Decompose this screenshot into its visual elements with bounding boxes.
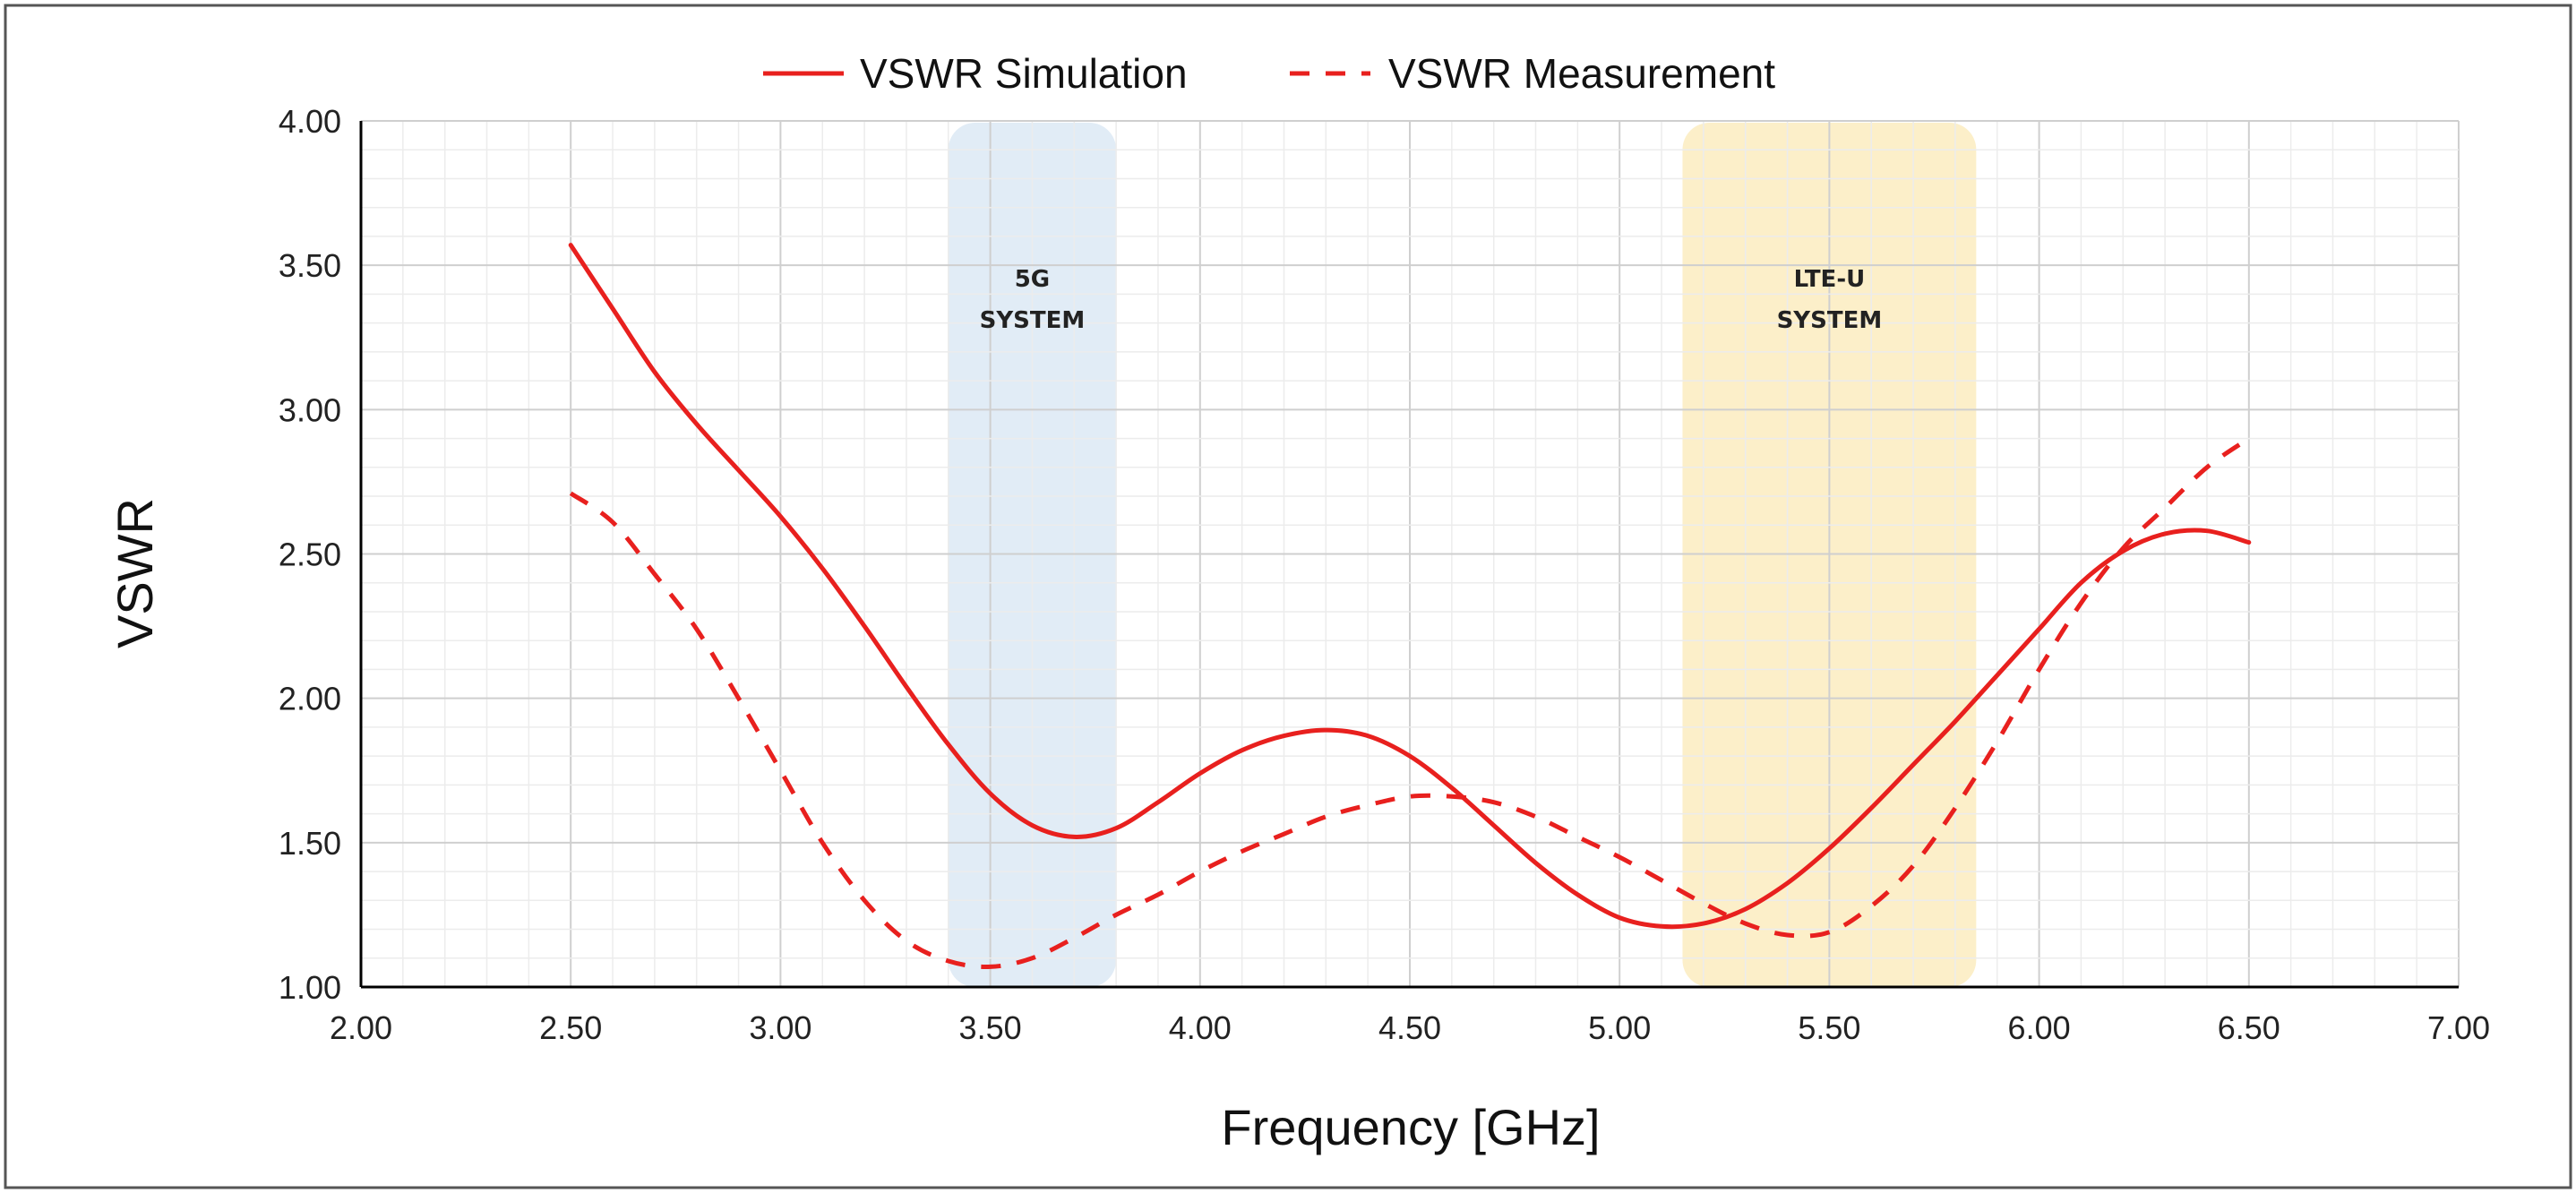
x-tick-label: 2.50 (539, 1009, 602, 1046)
legend-label-1: VSWR Measurement (1388, 50, 1775, 97)
x-axis-title: Frequency [GHz] (1221, 1099, 1600, 1155)
band-label-0-line1: 5G (1015, 266, 1050, 293)
y-axis-title: VSWR (107, 498, 163, 648)
series-lines (568, 243, 2252, 969)
legend-label-0: VSWR Simulation (860, 50, 1188, 97)
x-tick-label: 4.00 (1169, 1009, 1232, 1046)
y-tick-label: 1.50 (279, 825, 341, 862)
y-tick-label: 1.00 (279, 969, 341, 1006)
x-tick-label: 6.00 (2008, 1009, 2071, 1046)
y-tick-label: 2.00 (279, 681, 341, 717)
x-tick-label: 6.50 (2218, 1009, 2280, 1046)
y-tick-labels: 1.00 1.50 2.00 2.50 3.00 3.50 4.00 (279, 103, 341, 1006)
series-line-measurement (569, 436, 2251, 969)
x-tick-label: 5.50 (1798, 1009, 1860, 1046)
band-label-1-line1: LTE-U (1794, 266, 1866, 293)
band-label-0-line2: SYSTEM (980, 307, 1086, 334)
x-tick-label: 4.50 (1378, 1009, 1441, 1046)
band-label-1-line2: SYSTEM (1777, 307, 1883, 334)
x-tick-labels: 2.00 2.50 3.00 3.50 4.00 4.50 5.00 5.50 6.00 6.50… (330, 1009, 2490, 1046)
legend: VSWR Simulation VSWR Measurement (763, 50, 1775, 97)
x-tick-label: 7.00 (2427, 1009, 2490, 1046)
y-tick-label: 3.50 (279, 247, 341, 284)
x-tick-label: 2.00 (330, 1009, 392, 1046)
band-labels: 5G SYSTEM LTE-U SYSTEM (980, 266, 1883, 334)
y-tick-label: 4.00 (279, 103, 341, 140)
chart-border (4, 4, 2572, 1189)
y-tick-label: 2.50 (279, 536, 341, 573)
x-tick-label: 5.00 (1588, 1009, 1651, 1046)
axes (359, 121, 2459, 989)
x-tick-label: 3.00 (749, 1009, 811, 1046)
y-tick-label: 3.00 (279, 391, 341, 428)
series-line-simulation (568, 243, 2252, 930)
grid-lines (360, 120, 2460, 988)
x-tick-label: 3.50 (959, 1009, 1022, 1046)
